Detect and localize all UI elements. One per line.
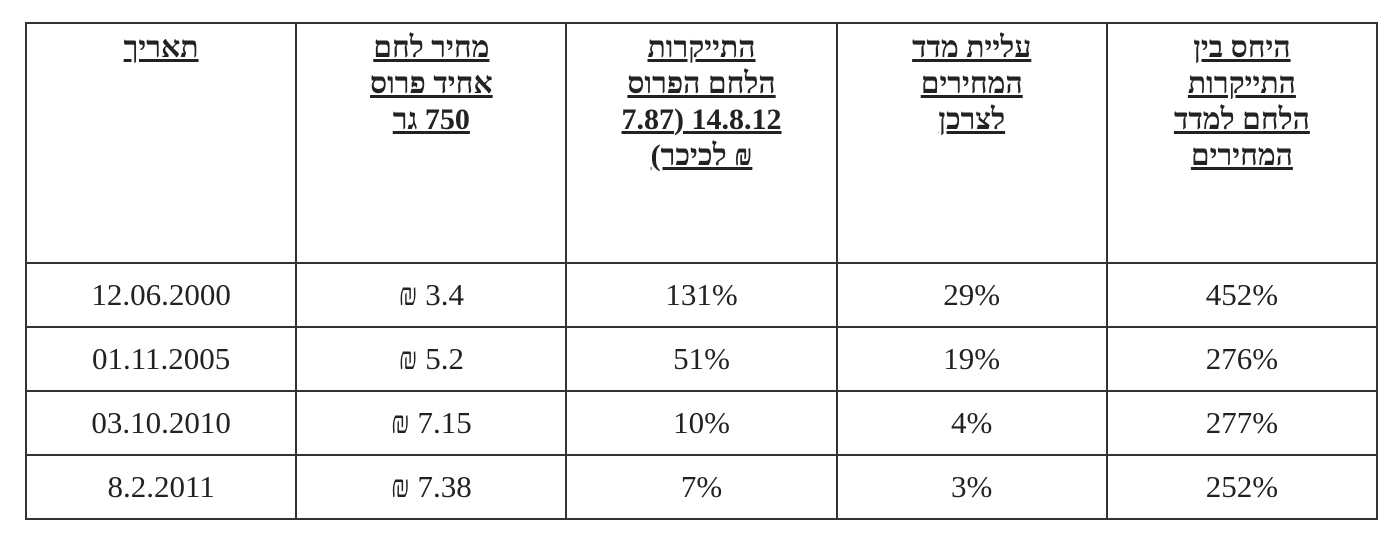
header-line: המחירים (1190, 139, 1293, 172)
table-cell: 7% (565, 454, 838, 520)
table-cell: 3.4 ₪ (295, 262, 568, 328)
table-cell: 3% (835, 454, 1108, 520)
header-line: התייקרות (647, 31, 756, 64)
header-cell: תאריך (24, 22, 298, 264)
header-line: עליית מדד (912, 31, 1032, 64)
table-body: 452% 29% 131% 3.4 ₪ 12.06.2000 276% 19% 51% 5.2 … (24, 262, 1379, 520)
header-line: המחירים (920, 67, 1023, 100)
header-row: היחס בין התייקרות הלחם למדד המחירים עליית מד… (24, 22, 1379, 264)
table-cell: 51% (565, 326, 838, 392)
table-row: 276% 19% 51% 5.2 ₪ 01.11.2005 (24, 326, 1379, 392)
table-cell: 252% (1105, 454, 1379, 520)
price-table: היחס בין התייקרות הלחם למדד המחירים עליית מד… (24, 22, 1379, 520)
header-cell: מחיר לחם אחיד פרוס 750 גר (295, 22, 568, 264)
table-cell: 29% (835, 262, 1108, 328)
header-line: 750 גר (392, 103, 470, 136)
header-line: היחס בין (1193, 31, 1291, 64)
table-container: היחס בין התייקרות הלחם למדד המחירים עליית מד… (24, 22, 1379, 520)
header-line: אחיד פרוס (370, 67, 493, 100)
header-line: הלחם הפרוס (627, 67, 776, 100)
header-line: ₪ לכיכר) (650, 139, 753, 172)
header-line: התייקרות (1187, 67, 1296, 100)
table-cell: 5.2 ₪ (295, 326, 568, 392)
table-cell: 7.38 ₪ (295, 454, 568, 520)
table-cell: 4% (835, 390, 1108, 456)
header-line: הלחם למדד (1173, 103, 1310, 136)
table-row: 452% 29% 131% 3.4 ₪ 12.06.2000 (24, 262, 1379, 328)
table-row: 277% 4% 10% 7.15 ₪ 03.10.2010 (24, 390, 1379, 456)
table-row: 252% 3% 7% 7.38 ₪ 8.2.2011 (24, 454, 1379, 520)
header-line: 14.8.12 (7.87 (621, 103, 782, 136)
table-cell: 452% (1105, 262, 1379, 328)
header-cell: עליית מדד המחירים לצרכן (835, 22, 1108, 264)
header-cell: התייקרות הלחם הפרוס 14.8.12 (7.87 ₪ לכיכר) (565, 22, 838, 264)
table-cell: 277% (1105, 390, 1379, 456)
header-line: מחיר לחם (373, 31, 490, 64)
table-cell: 276% (1105, 326, 1379, 392)
header-line: תאריך (123, 31, 199, 64)
table-cell: 8.2.2011 (24, 454, 298, 520)
table-cell: 03.10.2010 (24, 390, 298, 456)
table-cell: 131% (565, 262, 838, 328)
table-cell: 19% (835, 326, 1108, 392)
table-cell: 12.06.2000 (24, 262, 298, 328)
header-line: לצרכן (938, 103, 1006, 136)
table-head: היחס בין התייקרות הלחם למדד המחירים עליית מד… (24, 22, 1379, 264)
table-cell: 10% (565, 390, 838, 456)
table-cell: 01.11.2005 (24, 326, 298, 392)
table-cell: 7.15 ₪ (295, 390, 568, 456)
header-cell: היחס בין התייקרות הלחם למדד המחירים (1105, 22, 1379, 264)
